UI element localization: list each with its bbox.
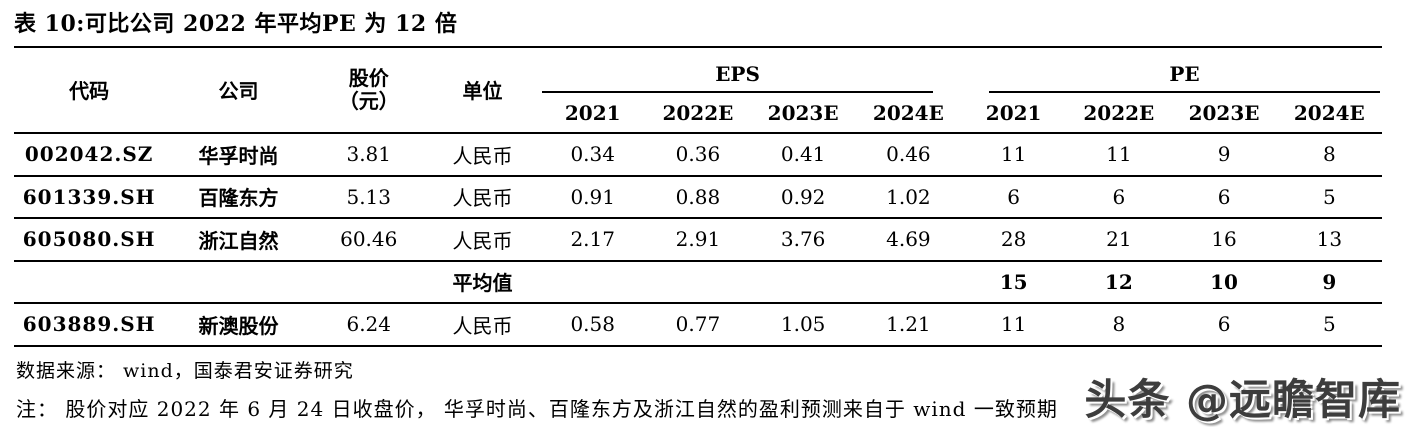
eps-2023e: 3.76 bbox=[750, 217, 856, 261]
table-row: 002042.SZ 华孚时尚 3.81 人民币 0.34 0.36 0.41 0… bbox=[14, 132, 1382, 176]
header-group-row: 代码 公司 股价 （元） 单位 EPS PE bbox=[14, 47, 1382, 112]
company-name: 华孚时尚 bbox=[164, 132, 313, 176]
eps-2021: 0.91 bbox=[540, 174, 646, 218]
eps-year-2022e: 2022E bbox=[662, 100, 734, 125]
pe-2021: 6 bbox=[961, 174, 1067, 218]
currency-unit: 人民币 bbox=[424, 217, 541, 261]
group-header-eps: EPS bbox=[540, 47, 961, 93]
average-label: 平均值 bbox=[424, 259, 541, 303]
empty-cell bbox=[312, 259, 425, 303]
header-years-row: 2021 2022E 2023E 2024E 2021 2022E 2023E … bbox=[14, 93, 1382, 133]
eps-year-2024e: 2024E bbox=[872, 100, 944, 125]
eps-2022e: 0.77 bbox=[645, 302, 751, 347]
pe-2021: 11 bbox=[961, 302, 1067, 347]
col-header-company: 公司 bbox=[218, 79, 259, 103]
pe-year-2021: 2021 bbox=[985, 100, 1042, 125]
price-label-line2: （元） bbox=[338, 88, 399, 113]
pe-2022e: 11 bbox=[1066, 132, 1172, 176]
pe-2022e: 6 bbox=[1066, 174, 1172, 218]
currency-unit: 人民币 bbox=[424, 132, 541, 176]
empty-cell bbox=[14, 259, 165, 303]
average-row: 平均值 15 12 10 9 bbox=[14, 259, 1382, 303]
stock-code: 605080.SH bbox=[14, 217, 165, 261]
eps-year-2023e: 2023E bbox=[767, 100, 839, 125]
stock-code: 603889.SH bbox=[14, 302, 165, 347]
stock-code: 002042.SZ bbox=[14, 132, 165, 176]
eps-2024e: 4.69 bbox=[855, 217, 962, 261]
pe-2023e: 6 bbox=[1171, 302, 1277, 347]
data-source-note: 数据来源： wind，国泰君安证券研究 bbox=[16, 360, 354, 382]
currency-unit: 人民币 bbox=[424, 302, 541, 347]
company-name: 新澳股份 bbox=[164, 302, 313, 347]
empty-cell bbox=[750, 259, 856, 303]
stock-code: 601339.SH bbox=[14, 174, 165, 218]
pe-year-2023e: 2023E bbox=[1188, 100, 1260, 125]
avg-pe-2024e: 9 bbox=[1276, 259, 1382, 303]
footnote: 注： 股价对应 2022 年 6 月 24 日收盘价， 华孚时尚、百隆东方及浙江… bbox=[16, 397, 1058, 421]
currency-unit: 人民币 bbox=[424, 174, 541, 218]
avg-pe-2022e: 12 bbox=[1066, 259, 1172, 303]
avg-pe-2023e: 10 bbox=[1171, 259, 1277, 303]
eps-2023e: 0.92 bbox=[750, 174, 856, 218]
eps-year-2021: 2021 bbox=[564, 100, 621, 125]
toutiao-watermark: 头条 @远瞻智库 bbox=[1084, 375, 1401, 424]
eps-2021: 2.17 bbox=[540, 217, 646, 261]
empty-cell bbox=[645, 259, 751, 303]
group-header-pe: PE bbox=[961, 47, 1382, 93]
pe-2023e: 16 bbox=[1171, 217, 1277, 261]
col-header-unit: 单位 bbox=[462, 79, 503, 103]
table-row: 603889.SH 新澳股份 6.24 人民币 0.58 0.77 1.05 1… bbox=[14, 302, 1382, 347]
table-row: 605080.SH 浙江自然 60.46 人民币 2.17 2.91 3.76 … bbox=[14, 217, 1382, 261]
pe-2023e: 6 bbox=[1171, 174, 1277, 218]
price-label-line1: 股价 bbox=[348, 65, 389, 90]
eps-2024e: 1.21 bbox=[855, 302, 962, 347]
eps-2021: 0.58 bbox=[540, 302, 646, 347]
stock-price: 6.24 bbox=[312, 302, 425, 347]
stock-price: 60.46 bbox=[312, 217, 425, 261]
eps-2022e: 0.36 bbox=[645, 132, 751, 176]
col-header-code: 代码 bbox=[69, 79, 110, 103]
eps-2023e: 1.05 bbox=[750, 302, 856, 347]
empty-cell bbox=[164, 259, 313, 303]
table-title: 表 10:可比公司 2022 年平均PE 为 12 倍 bbox=[14, 6, 1382, 48]
eps-2024e: 1.02 bbox=[855, 174, 962, 218]
pe-2024e: 13 bbox=[1276, 217, 1382, 261]
eps-2022e: 2.91 bbox=[645, 217, 751, 261]
empty-cell bbox=[855, 259, 962, 303]
table-row: 601339.SH 百隆东方 5.13 人民币 0.91 0.88 0.92 1… bbox=[14, 174, 1382, 218]
pe-2024e: 8 bbox=[1276, 132, 1382, 176]
pe-2021: 28 bbox=[961, 217, 1067, 261]
pe-2021: 11 bbox=[961, 132, 1067, 176]
stock-price: 5.13 bbox=[312, 174, 425, 218]
avg-pe-2021: 15 bbox=[961, 259, 1067, 303]
eps-2024e: 0.46 bbox=[855, 132, 962, 176]
comparable-companies-table: 代码 公司 股价 （元） 单位 EPS PE 2021 2022E 2023E … bbox=[14, 47, 1382, 347]
pe-2022e: 8 bbox=[1066, 302, 1172, 347]
company-name: 百隆东方 bbox=[164, 174, 313, 218]
stock-price: 3.81 bbox=[312, 132, 425, 176]
eps-2021: 0.34 bbox=[540, 132, 646, 176]
empty-cell bbox=[540, 259, 646, 303]
pe-2023e: 9 bbox=[1171, 132, 1277, 176]
pe-2022e: 21 bbox=[1066, 217, 1172, 261]
pe-year-2024e: 2024E bbox=[1293, 100, 1365, 125]
col-header-price: 股价 （元） bbox=[313, 47, 425, 133]
company-name: 浙江自然 bbox=[164, 217, 313, 261]
pe-2024e: 5 bbox=[1276, 302, 1382, 347]
pe-2024e: 5 bbox=[1276, 174, 1382, 218]
pe-year-2022e: 2022E bbox=[1083, 100, 1155, 125]
eps-2023e: 0.41 bbox=[750, 132, 856, 176]
eps-2022e: 0.88 bbox=[645, 174, 751, 218]
